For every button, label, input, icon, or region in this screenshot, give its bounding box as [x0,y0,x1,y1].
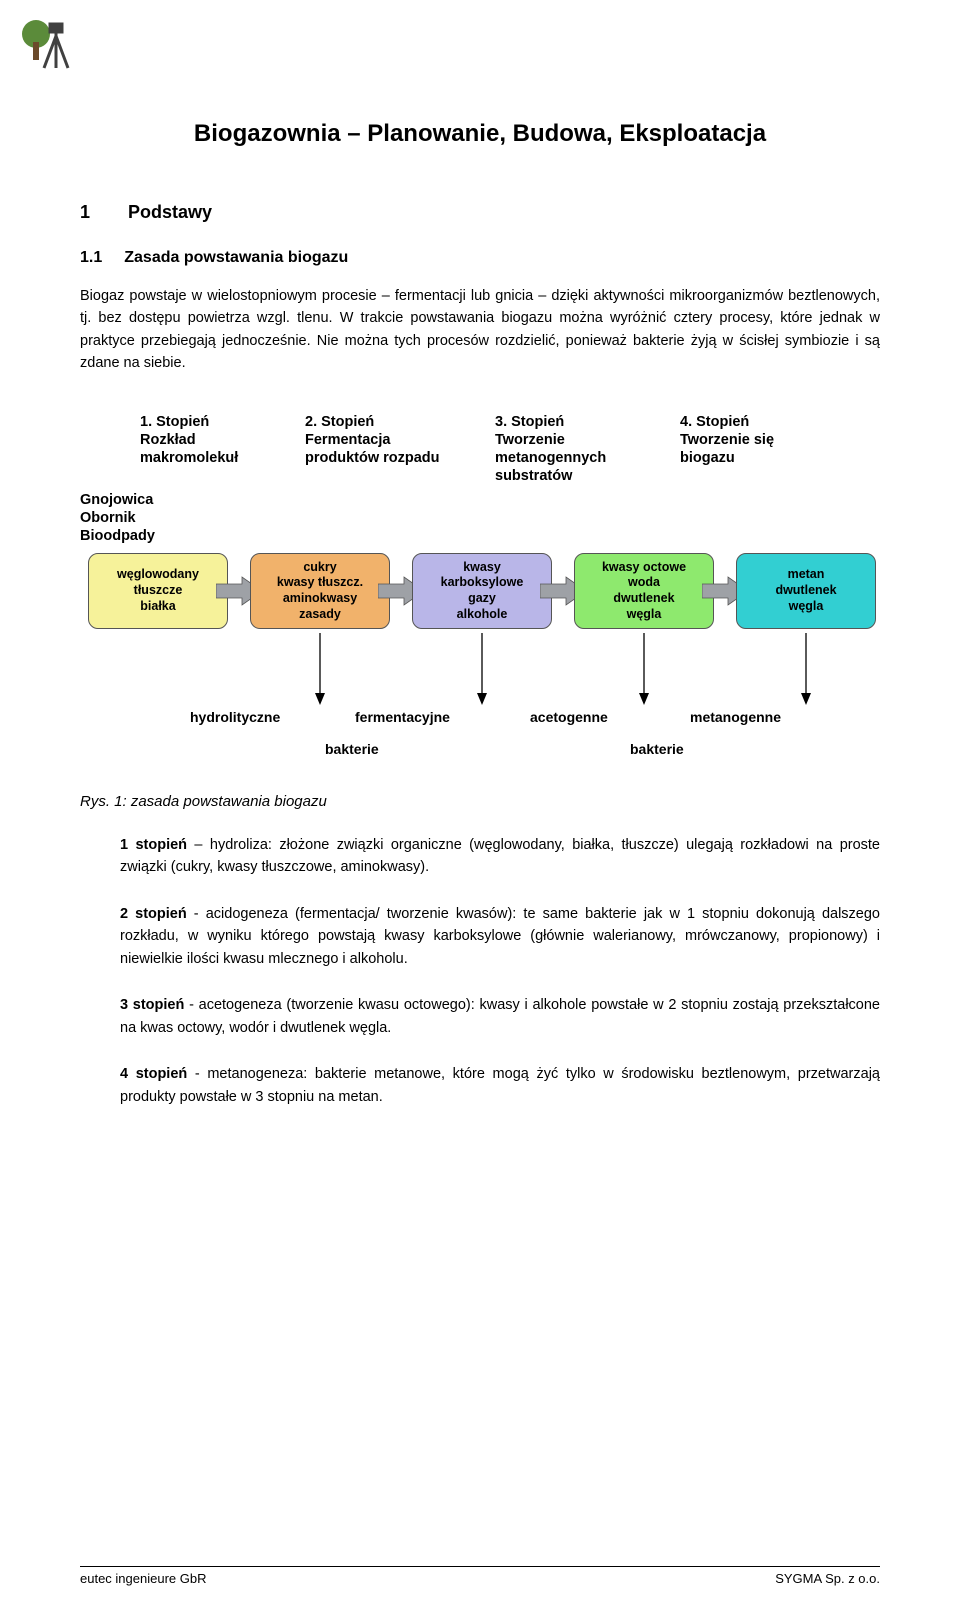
stage-header: 3. StopieńTworzeniemetanogennychsubstrat… [495,413,606,486]
bacteria-type-label: hydrolityczne [190,709,280,725]
figure-caption: Rys. 1: zasada powstawania biogazu [80,793,880,810]
logo-trunk [33,42,39,60]
stage-paragraph: 2 stopień - acidogeneza (fermentacja/ tw… [120,903,880,970]
subsection-number: 1.1 [80,249,102,267]
diagram-inputs-label: GnojowicaObornikBioodpady [80,491,155,545]
section-label: Podstawy [128,202,212,223]
process-diagram: 1. StopieńRozkładmakromolekuł 2. StopieńF… [80,413,880,773]
stage-header: 4. StopieńTworzenie siębiogazu [680,413,774,467]
process-box: metandwutlenekwęgla [736,553,876,629]
down-arrow-icon [639,633,649,710]
bacteria-type-label: fermentacyjne [355,709,450,725]
process-box: kwasykarboksylowegazyalkohole [412,553,552,629]
page-footer: eutec ingenieure GbR SYGMA Sp. z o.o. [80,1566,880,1586]
stage-header: 1. StopieńRozkładmakromolekuł [140,413,238,467]
stage-paragraph: 1 stopień – hydroliza: złożone związki o… [120,834,880,879]
bacteria-word-label: bakterie [630,741,684,757]
down-arrow-icon [477,633,487,710]
page-logo [18,18,74,74]
bacteria-word-label: bakterie [325,741,379,757]
stage-descriptions: 1 stopień – hydroliza: złożone związki o… [80,834,880,1108]
stage-header: 2. StopieńFermentacjaproduktów rozpadu [305,413,440,467]
down-arrow-icon [801,633,811,710]
process-box: węglowodanytłuszczebiałka [88,553,228,629]
bacteria-type-label: acetogenne [530,709,608,725]
down-arrow-icon [315,633,325,710]
subsection-heading: 1.1 Zasada powstawania biogazu [80,249,880,267]
subsection-label: Zasada powstawania biogazu [124,249,348,267]
footer-left: eutec ingenieure GbR [80,1571,206,1586]
process-box: kwasy octowewodadwutlenekwęgla [574,553,714,629]
process-box: cukrykwasy tłuszcz.aminokwasyzasady [250,553,390,629]
footer-right: SYGMA Sp. z o.o. [775,1571,880,1586]
page-title: Biogazownia – Planowanie, Budowa, Eksplo… [80,120,880,148]
section-heading: 1 Podstawy [80,202,880,223]
stage-paragraph: 3 stopień - acetogeneza (tworzenie kwasu… [120,994,880,1039]
stage-paragraph: 4 stopień - metanogeneza: bakterie metan… [120,1063,880,1108]
section-number: 1 [80,202,90,223]
intro-paragraph: Biogaz powstaje w wielostopniowym proces… [80,285,880,375]
bacteria-type-label: metanogenne [690,709,781,725]
